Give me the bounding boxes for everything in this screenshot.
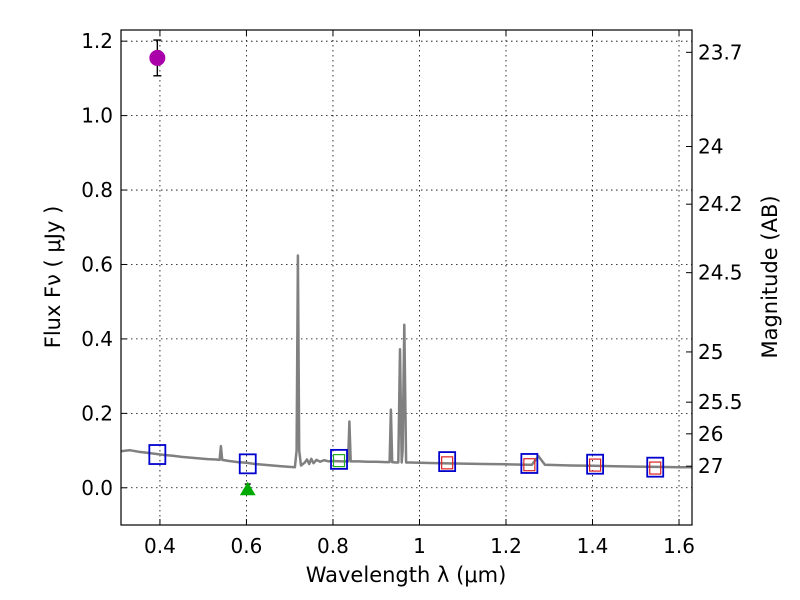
y-tick-label: 0.4 <box>81 327 113 351</box>
observed-photometry-square <box>441 456 454 470</box>
observed-photometry-square <box>332 454 346 468</box>
right-tick-label: 24 <box>698 134 723 158</box>
markers-layer <box>148 39 665 496</box>
y-tick-label: 0.0 <box>81 476 113 500</box>
model-photometry-square <box>520 453 539 474</box>
x-tick-label: 1 <box>413 534 426 558</box>
ticks-layer: 0.4 0.6 0.8 1 1.2 1.4 1.6 0.0 0.2 0.4 0.6 0.8 1.0 1.2… <box>81 29 742 558</box>
spectrum-layer <box>120 254 692 469</box>
model-photometry-square <box>238 453 257 475</box>
observed-photometry-square <box>589 458 602 472</box>
right-tick-label: 23.7 <box>698 40 743 64</box>
right-tick-label: 25 <box>698 340 723 364</box>
right-tick-label: 24.5 <box>698 261 743 285</box>
right-tick-label: 24.2 <box>698 192 743 216</box>
observed-photometry-square <box>649 461 662 475</box>
model-photometry-square <box>148 444 167 465</box>
right-tick-label: 25.5 <box>698 390 743 414</box>
observed-photometry-square <box>523 458 536 472</box>
y-tick-label: 0.8 <box>81 178 113 202</box>
model-photometry-square <box>586 453 605 475</box>
y-tick-label: 0.2 <box>81 401 113 425</box>
plot-frame <box>120 29 693 526</box>
model-photometry-square <box>330 448 348 470</box>
non-detection-triangle <box>239 481 256 496</box>
detection-circle <box>149 49 166 66</box>
x-tick-label: 0.4 <box>144 534 176 558</box>
right-tick-label: 26 <box>698 422 723 446</box>
x-axis-label: Wavelength λ (μm) <box>306 563 507 587</box>
y-axis-label: Flux Fν ( μJy ) <box>41 206 65 349</box>
x-tick-label: 1.2 <box>490 534 522 558</box>
model-photometry-square <box>646 456 665 478</box>
y-tick-label: 0.6 <box>81 252 113 276</box>
x-tick-label: 1.6 <box>663 534 695 558</box>
model-photometry-square <box>438 451 457 473</box>
y-tick-label: 1.0 <box>81 104 113 128</box>
y-tick-label: 1.2 <box>81 29 113 53</box>
model-spectrum-line <box>120 254 692 469</box>
x-tick-label: 0.6 <box>231 534 263 558</box>
x-tick-label: 0.8 <box>317 534 349 558</box>
right-axis-label: Magnitude (AB) <box>758 195 782 358</box>
x-tick-label: 1.4 <box>577 534 609 558</box>
right-tick-label: 27 <box>698 454 723 478</box>
